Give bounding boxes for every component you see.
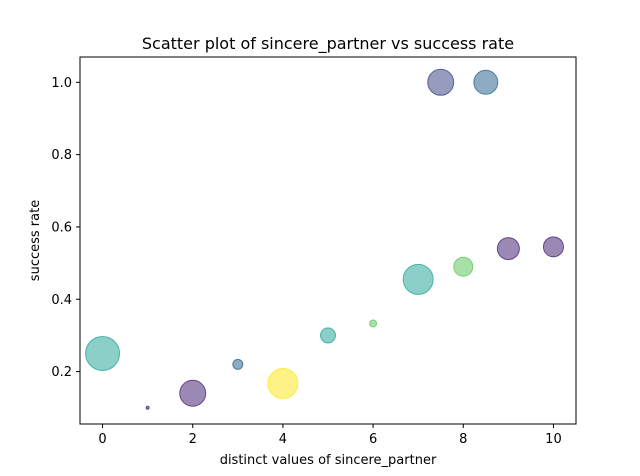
- scatter-point-3: [232, 358, 244, 370]
- scatter-point-7: [402, 263, 434, 295]
- scatter-point-8: [427, 68, 455, 96]
- scatter-point-4: [267, 368, 299, 400]
- x-tick-label: 2: [189, 432, 197, 447]
- scatter-point-10: [473, 69, 499, 95]
- plot-frame: [79, 56, 577, 425]
- y-tick-label: 0.4: [51, 293, 72, 308]
- x-axis-label: distinct values of sincere_partner: [220, 453, 437, 468]
- x-axis-ticks: 0 2 4 6 8 10: [98, 424, 562, 447]
- scatter-point-0: [85, 335, 121, 371]
- x-tick-label: 6: [369, 432, 377, 447]
- y-tick-label: 0.6: [51, 220, 72, 235]
- scatter-point-2: [179, 379, 207, 407]
- y-tick-label: 1.0: [51, 76, 72, 91]
- scatter-point-1: [145, 405, 150, 410]
- y-tick-label: 0.8: [51, 148, 72, 163]
- scatter-point-5: [320, 327, 336, 344]
- x-tick-label: 10: [545, 432, 562, 447]
- y-tick-label: 0.2: [51, 365, 72, 380]
- scatter-point-12: [542, 236, 564, 258]
- y-axis-ticks: 0.2 0.4 0.6 0.8 1.0: [51, 76, 80, 380]
- points-layer: [85, 68, 564, 410]
- x-tick-label: 4: [279, 432, 287, 447]
- x-tick-label: 8: [459, 432, 467, 447]
- scatter-point-11: [496, 237, 520, 261]
- scatter-point-6: [369, 319, 378, 328]
- x-tick-label: 0: [98, 432, 106, 447]
- scatter-point-9: [453, 256, 474, 277]
- y-axis-label: success rate: [28, 200, 43, 281]
- chart-title: Scatter plot of sincere_partner vs succe…: [142, 34, 514, 54]
